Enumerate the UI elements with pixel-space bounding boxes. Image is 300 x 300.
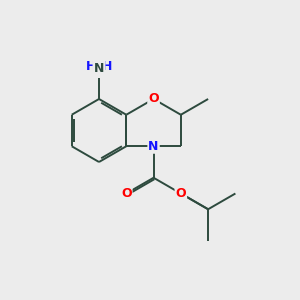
Text: H: H	[102, 60, 112, 73]
Text: O: O	[148, 92, 159, 106]
Text: N: N	[148, 140, 159, 153]
Text: H: H	[85, 60, 96, 73]
Text: O: O	[176, 187, 186, 200]
Text: O: O	[121, 187, 132, 200]
Text: N: N	[94, 61, 104, 75]
